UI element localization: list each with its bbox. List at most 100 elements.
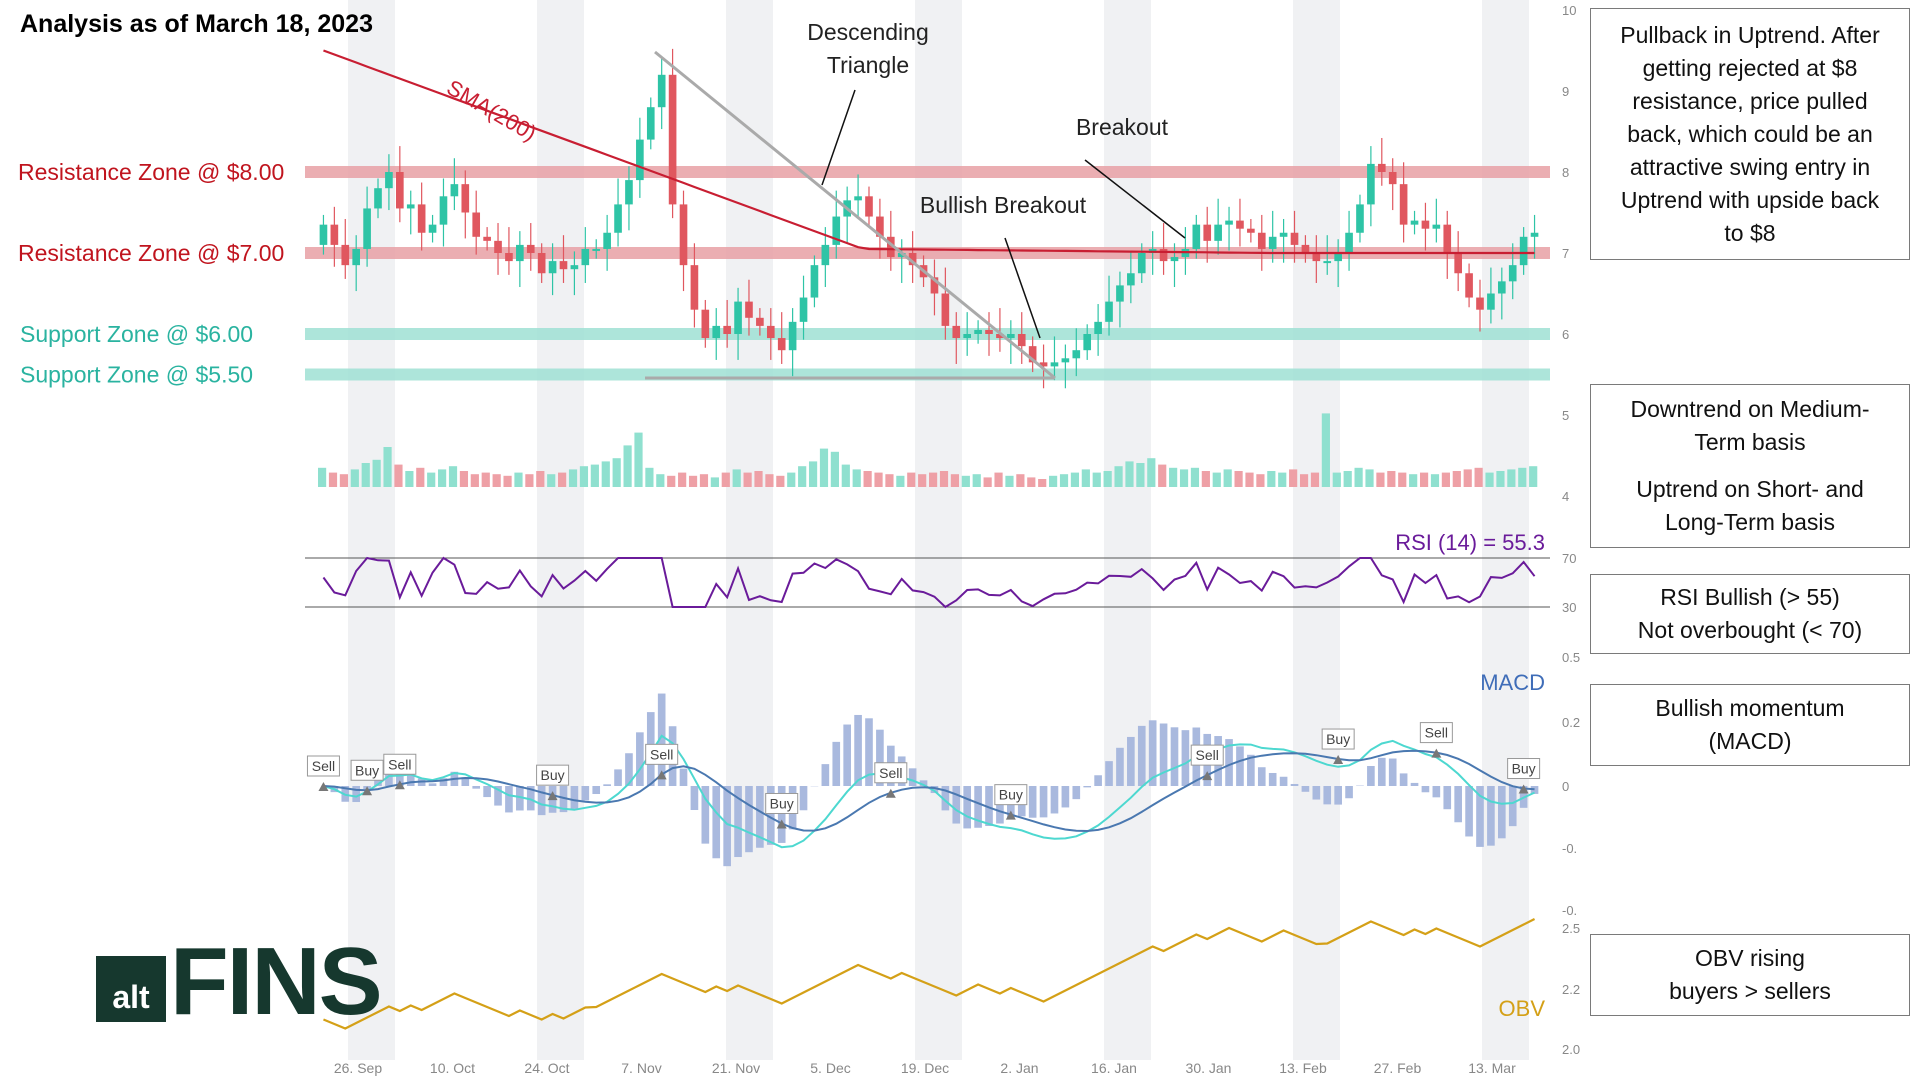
sma-200-line (323, 49, 1535, 255)
logo-alt-badge: alt (96, 956, 166, 1022)
macd-histogram-bar (876, 729, 884, 786)
candle-body (472, 212, 481, 237)
macd-histogram-bar (712, 786, 721, 859)
macd-histogram-bar (843, 724, 851, 786)
candle-body (712, 325, 721, 339)
candle-body (1214, 224, 1222, 241)
volume-bar (601, 461, 610, 487)
candle-body (766, 325, 775, 339)
volume-bar (710, 477, 719, 487)
candle-body (341, 244, 350, 266)
macd-histogram-bar (439, 778, 448, 786)
macd-tick-label: 0.5 (1562, 650, 1580, 665)
candle-body (930, 277, 939, 294)
price-tick-label: 8 (1562, 165, 1569, 180)
volume-bar (994, 472, 1003, 487)
x-tick-label: 7. Nov (621, 1060, 661, 1076)
candle-body (1279, 232, 1288, 237)
price-tick-label: 7 (1562, 246, 1569, 261)
note-line: Long-Term basis (1664, 509, 1836, 535)
candle-body (1356, 204, 1364, 233)
candle-body (570, 265, 579, 270)
logo-wordmark: FINS (170, 928, 383, 1035)
candle-body (799, 297, 808, 322)
candle-body (406, 204, 415, 209)
candle-body (788, 321, 797, 351)
macd-signal-marker (1431, 748, 1442, 758)
note-pullback: Pullback in Uptrend. After getting rejec… (1590, 8, 1910, 260)
macd-histogram-bar (865, 718, 873, 786)
volume-bar (470, 474, 479, 487)
volume-bar (1387, 471, 1396, 487)
x-tick-label: 16. Jan (1091, 1060, 1137, 1076)
x-tick-label: 30. Jan (1186, 1060, 1232, 1076)
macd-histogram-bar (1127, 736, 1135, 786)
volume-bar (579, 466, 589, 487)
macd-histogram-bar (625, 753, 633, 786)
macd-signal-marker (362, 786, 373, 796)
candle-body (832, 216, 841, 245)
macd-histogram-bar (1432, 786, 1441, 798)
annotation-triangle-line1: Descending (807, 19, 928, 45)
macd-histogram-bar (1388, 758, 1397, 786)
candle-body (756, 317, 764, 326)
macd-histogram-bar (1497, 786, 1506, 839)
candle-body (1039, 362, 1048, 367)
volume-bar (1059, 474, 1069, 487)
volume-bar (350, 469, 359, 487)
macd-signal-badge (1419, 722, 1453, 744)
candle-body (581, 248, 590, 266)
volume-bar (1212, 472, 1221, 487)
macd-tick-label: 0.2 (1562, 715, 1580, 730)
note-line: getting rejected at $8 (1642, 54, 1858, 81)
macd-histogram-bar (1367, 766, 1375, 786)
volume-bar (1201, 471, 1210, 487)
volume-bar (1430, 474, 1440, 487)
macd-histogram-bar (1083, 786, 1092, 788)
annotation-triangle-line2: Triangle (827, 52, 909, 78)
macd-histogram-bar (352, 786, 361, 803)
candle-body (417, 204, 426, 233)
candle-body (690, 265, 699, 310)
volume-bar (492, 474, 501, 487)
macd-histogram-bar (1105, 761, 1113, 786)
rsi-label: RSI (14) = 55.3 (1395, 530, 1545, 555)
volume-bar (1365, 469, 1374, 487)
volume-bar (318, 467, 327, 487)
candle-body (1050, 362, 1059, 367)
x-tick-label: 27. Feb (1374, 1060, 1422, 1076)
macd-histogram-bar (1159, 723, 1168, 786)
macd-histogram-bar (505, 786, 513, 813)
macd-histogram-bar (930, 786, 939, 794)
volume-bar (896, 475, 905, 487)
macd-signal-badge (306, 755, 340, 777)
volume-bar (1518, 467, 1527, 487)
macd-histogram-bar (1377, 757, 1386, 786)
macd-signal-badge (994, 784, 1028, 806)
candle-body (1116, 285, 1124, 302)
obv-label: OBV (1499, 996, 1546, 1021)
note-trend: Downtrend on Medium- Term basis Uptrend … (1590, 384, 1910, 548)
macd-signal-marker (885, 788, 896, 798)
zone-band (305, 247, 1550, 259)
candle-body (1388, 172, 1397, 185)
candle-body (734, 301, 742, 334)
candle-body (1290, 232, 1299, 245)
annotation-breakout: Breakout (1076, 114, 1169, 140)
altfins-logo: alt FINS (96, 928, 383, 1035)
volume-bar (416, 467, 425, 487)
candle-body (1268, 236, 1277, 249)
note-obv: OBV rising buyers > sellers (1590, 934, 1910, 1016)
volume-bar (405, 471, 414, 487)
volume-bar (787, 472, 796, 487)
macd-histogram-bar (483, 786, 491, 798)
macd-histogram-bar (1334, 786, 1342, 805)
candle-body (1257, 232, 1266, 249)
macd-histogram-bar (1465, 786, 1473, 837)
volume-bar (656, 474, 665, 487)
note-line: Not overbought (< 70) (1637, 617, 1863, 643)
zone-label: Support Zone @ $5.50 (20, 362, 253, 388)
candle-body (1159, 248, 1168, 262)
macd-histogram-bar (1487, 786, 1495, 846)
obv-tick-label: 2.2 (1562, 982, 1580, 997)
